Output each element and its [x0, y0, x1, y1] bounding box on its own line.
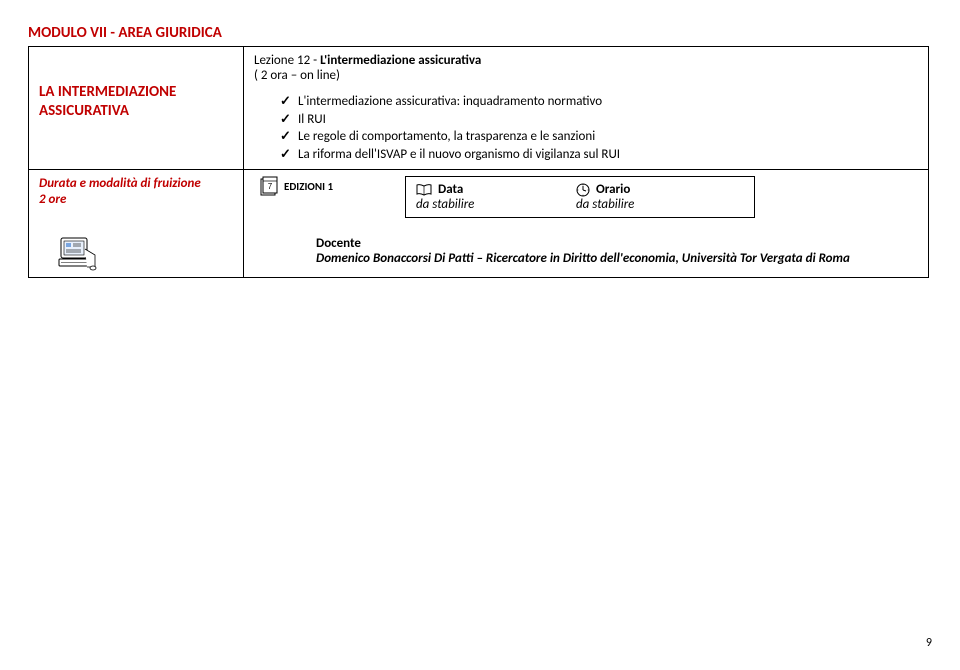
cell-heading: LA INTERMEDIAZIONE ASSICURATIVA	[29, 47, 244, 170]
page-number: 9	[926, 636, 932, 650]
lesson-title: Lezione 12 - L'intermediazione assicurat…	[254, 53, 918, 83]
docente-value: Domenico Bonaccorsi Di Patti – Ricercato…	[316, 251, 918, 266]
list-item: Le regole di comportamento, la trasparen…	[280, 128, 918, 146]
cell-lesson: Lezione 12 - L'intermediazione assicurat…	[244, 47, 929, 170]
svg-text:7: 7	[268, 182, 273, 191]
docente-label: Docente	[316, 236, 918, 251]
table-row: LA INTERMEDIAZIONE ASSICURATIVA Lezione …	[29, 47, 929, 170]
schedule-box: Data da stabilire	[405, 176, 755, 218]
clock-icon	[576, 183, 590, 197]
list-item: Il RUI	[280, 111, 918, 129]
time-label: Orario	[596, 182, 630, 197]
lesson-prefix: Lezione 12 -	[254, 53, 320, 68]
date-header: Data	[416, 182, 576, 197]
section-heading: LA INTERMEDIAZIONE ASSICURATIVA	[39, 53, 233, 151]
computer-icon	[57, 237, 97, 271]
content-table: LA INTERMEDIAZIONE ASSICURATIVA Lezione …	[28, 46, 929, 278]
lesson-title-bold: L'intermediazione assicurativa	[320, 53, 481, 68]
cell-duration: Durata e modalità di fruizione 2 ore	[29, 170, 244, 278]
schedule-col-date: Data da stabilire	[416, 182, 576, 212]
time-header: Orario	[576, 182, 736, 197]
editions-schedule-row: 7 EDIZIONI 1	[254, 176, 918, 218]
list-item: L'intermediazione assicurativa: inquadra…	[280, 93, 918, 111]
calendar-icon: 7	[260, 176, 278, 196]
bullet-list: L'intermediazione assicurativa: inquadra…	[280, 93, 918, 163]
date-label: Data	[438, 182, 463, 197]
schedule-row: Data da stabilire	[416, 182, 744, 212]
list-item: La riforma dell'ISVAP e il nuovo organis…	[280, 146, 918, 164]
cell-schedule: 7 EDIZIONI 1	[244, 170, 929, 278]
date-value: da stabilire	[416, 197, 576, 212]
docente-block: Docente Domenico Bonaccorsi Di Patti – R…	[316, 236, 918, 266]
time-value: da stabilire	[576, 197, 736, 212]
editions-label: EDIZIONI 1	[284, 180, 333, 193]
table-row: Durata e modalità di fruizione 2 ore	[29, 170, 929, 278]
editions-block: 7 EDIZIONI 1	[254, 176, 405, 196]
page-title: MODULO VII - AREA GIURIDICA	[28, 24, 932, 42]
duration-value: 2 ore	[39, 192, 233, 208]
schedule-col-time: Orario da stabilire	[576, 182, 736, 212]
book-icon	[416, 184, 432, 196]
lesson-subtitle: ( 2 ora – on line)	[254, 68, 340, 83]
duration-label: Durata e modalità di fruizione	[39, 176, 233, 192]
